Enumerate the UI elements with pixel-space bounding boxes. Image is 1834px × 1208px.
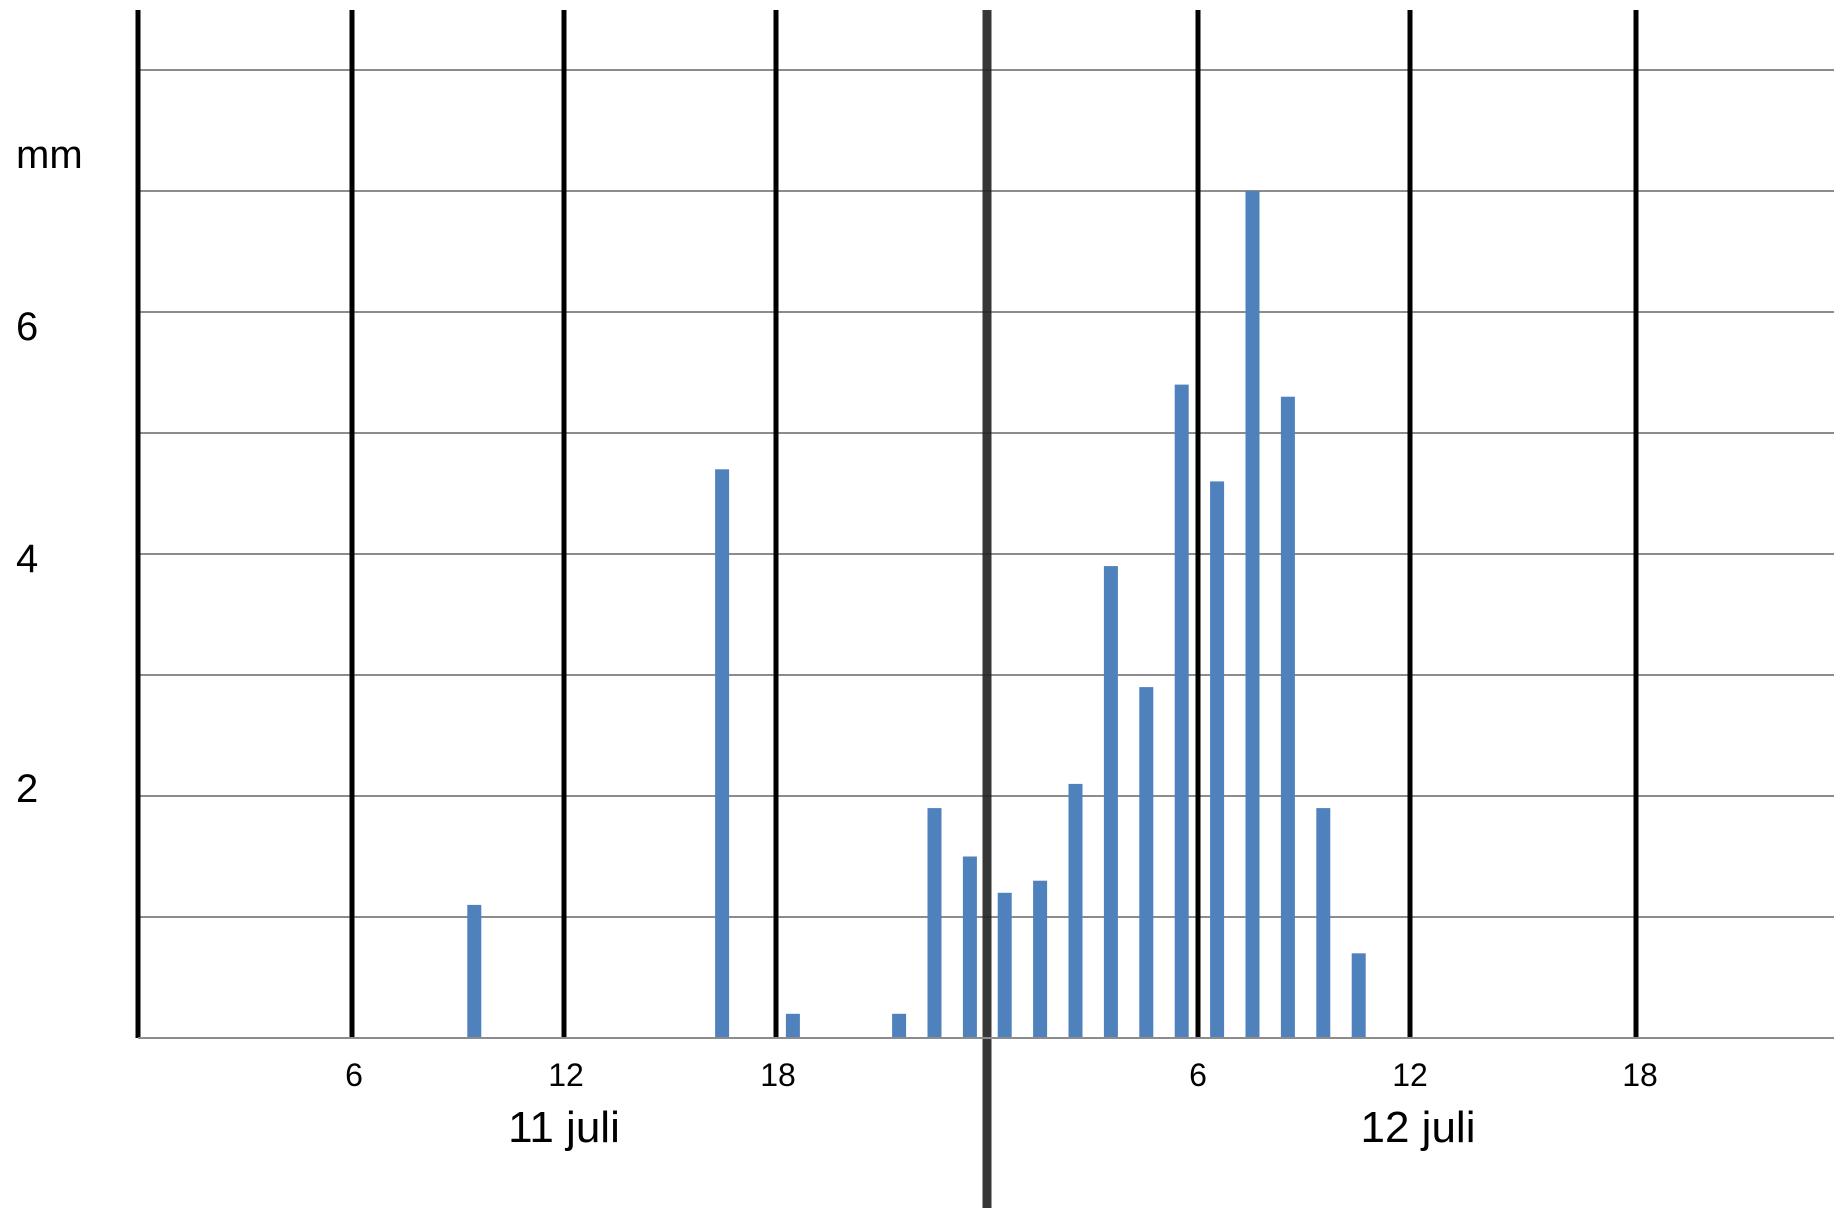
y-tick-label: 6 xyxy=(16,305,38,349)
y-axis-unit-label: mm xyxy=(16,133,83,177)
vertical-gridlines xyxy=(135,10,1639,1208)
rain-bar xyxy=(962,856,977,1038)
rain-bar xyxy=(1316,808,1331,1038)
x-tick-label: 12 xyxy=(548,1057,584,1093)
x-tick-label: 6 xyxy=(1189,1057,1207,1093)
x-tick-label: 6 xyxy=(345,1057,363,1093)
rain-bar xyxy=(1174,384,1189,1039)
day-label-11-juli: 11 juli xyxy=(508,1103,620,1152)
x-tick-label: 12 xyxy=(1392,1057,1428,1093)
rain-bar xyxy=(892,1013,907,1038)
rain-bar xyxy=(715,469,730,1038)
rain-bar xyxy=(1139,687,1154,1038)
rain-bar xyxy=(927,808,942,1038)
y-tick-labels: 2 4 6 xyxy=(16,305,38,811)
bars xyxy=(467,191,1366,1039)
rain-bar xyxy=(1033,880,1048,1038)
x-tick-label: 18 xyxy=(1622,1057,1658,1093)
day-label-12-juli: 12 juli xyxy=(1361,1103,1476,1152)
y-tick-label: 2 xyxy=(16,767,38,811)
rain-bar xyxy=(1103,566,1118,1038)
rain-bar xyxy=(785,1013,800,1038)
rain-bar xyxy=(1068,783,1083,1038)
rain-bar xyxy=(1280,396,1295,1038)
rain-bar xyxy=(467,904,482,1038)
rain-bar xyxy=(1245,191,1260,1038)
rain-bar xyxy=(997,892,1012,1038)
x-tick-label: 18 xyxy=(760,1057,796,1093)
x-tick-labels: 6 12 18 6 12 18 xyxy=(345,1057,1658,1093)
rain-bar xyxy=(1210,481,1225,1038)
y-tick-label: 4 xyxy=(16,537,38,581)
rain-bar xyxy=(1351,953,1366,1038)
